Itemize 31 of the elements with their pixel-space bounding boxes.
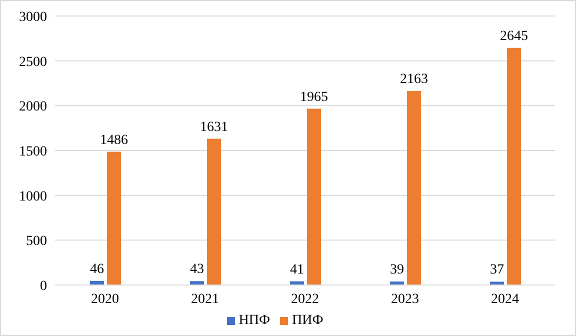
x-tick-label: 2022 [291, 292, 319, 307]
x-tick-label: 2024 [491, 292, 519, 307]
bar [190, 281, 204, 285]
y-tick-label: 1500 [19, 144, 47, 160]
data-label: 1486 [100, 132, 128, 148]
bar [407, 91, 421, 285]
y-tick-label: 3000 [19, 10, 47, 25]
bar [507, 48, 521, 285]
data-label: 1965 [300, 90, 328, 105]
y-tick-label: 2000 [19, 100, 47, 115]
data-label: 1631 [200, 120, 228, 135]
x-tick-label: 2023 [391, 292, 419, 307]
data-label: 37 [490, 262, 504, 278]
y-tick-label: 500 [26, 234, 47, 250]
data-label: 41 [290, 262, 304, 278]
x-tick-label: 2021 [191, 292, 219, 307]
data-label: 46 [90, 262, 104, 277]
data-label: 39 [390, 262, 404, 278]
x-tick-label: 2020 [91, 292, 119, 307]
legend-label: ПИФ [292, 313, 324, 328]
data-label: 43 [190, 262, 204, 278]
bar [490, 282, 504, 285]
bar [207, 138, 221, 285]
data-label: 2163 [400, 72, 428, 88]
bar [107, 152, 121, 285]
legend-label: НПФ [238, 313, 270, 328]
y-tick-label: 1000 [19, 189, 47, 204]
y-tick-label: 2500 [19, 54, 47, 70]
bar [307, 108, 321, 285]
y-tick-label: 0 [40, 278, 47, 294]
data-label: 2645 [500, 28, 528, 44]
